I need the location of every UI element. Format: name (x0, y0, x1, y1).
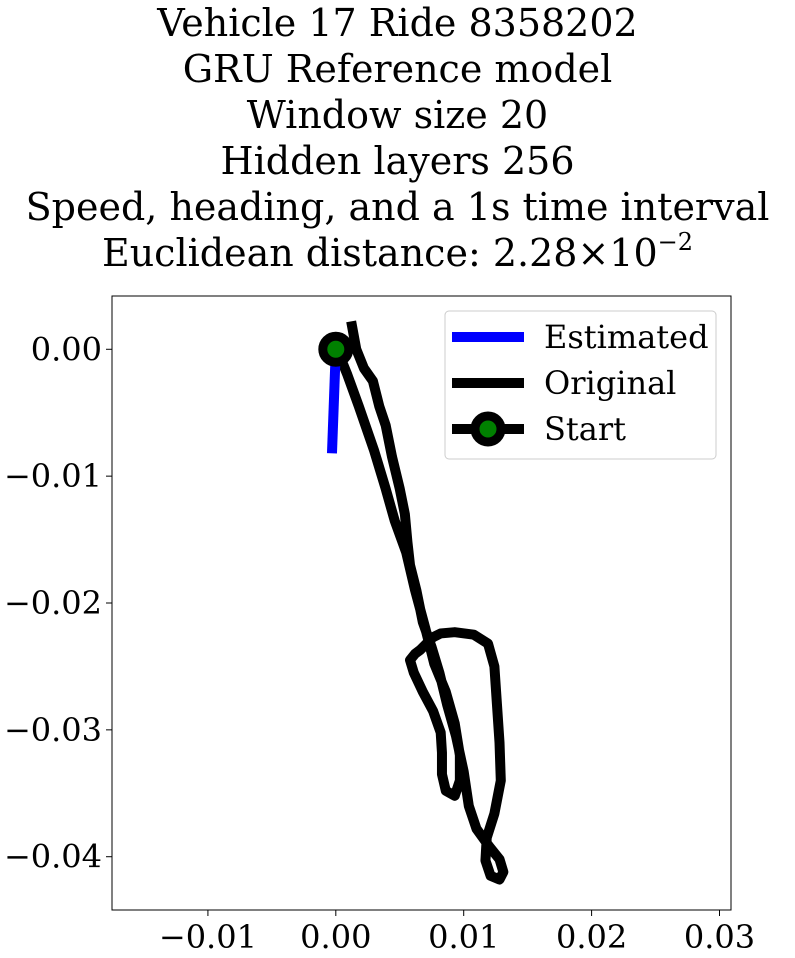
x-tick-label: 0.03 (684, 918, 755, 956)
legend-original-label: Original (544, 364, 676, 402)
y-tick-label: −0.02 (4, 584, 102, 622)
y-tick-label: −0.03 (4, 711, 102, 749)
legend-start-marker (475, 416, 501, 442)
start-marker (323, 336, 349, 362)
x-tick-label: 0.00 (300, 918, 371, 956)
x-tick-label: 0.02 (556, 918, 627, 956)
y-tick-label: −0.04 (4, 838, 102, 876)
legend-estimated-label: Estimated (544, 318, 709, 356)
legend-start-label: Start (544, 410, 626, 448)
y-tick-label: 0.00 (31, 330, 102, 368)
legend: Estimated Original Start (445, 311, 716, 459)
y-tick-label: −0.01 (4, 457, 102, 495)
x-tick-label: −0.01 (159, 918, 257, 956)
x-tick-label: 0.01 (428, 918, 499, 956)
